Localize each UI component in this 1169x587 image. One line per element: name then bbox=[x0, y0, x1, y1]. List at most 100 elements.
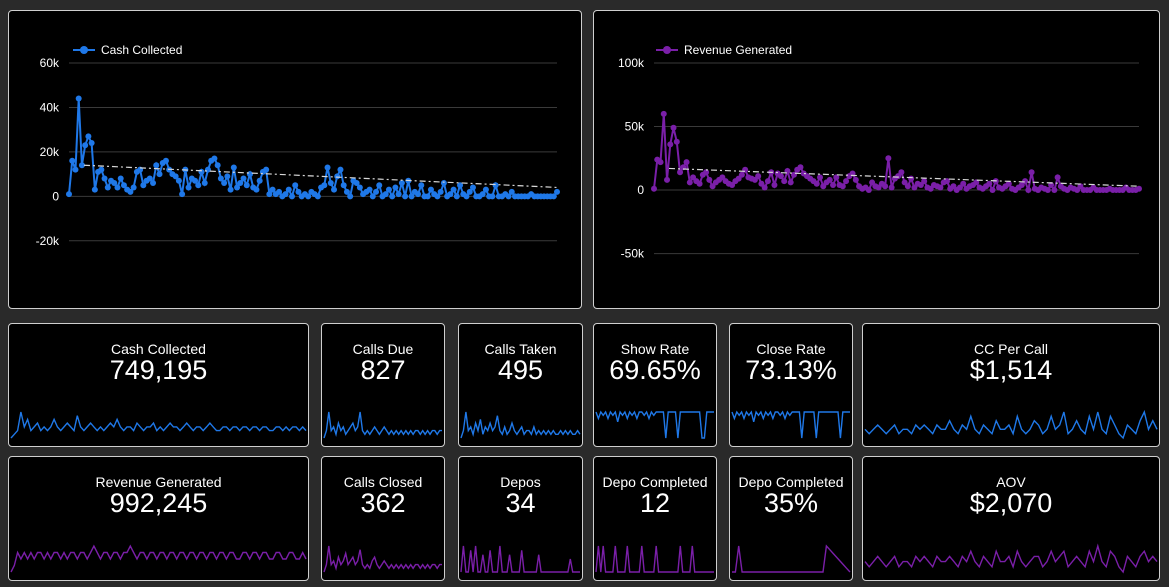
data-point[interactable] bbox=[960, 180, 967, 187]
kpi-card[interactable]: Show Rate 69.65% bbox=[593, 323, 717, 447]
data-point[interactable] bbox=[172, 173, 179, 180]
data-point[interactable] bbox=[185, 184, 192, 191]
data-point[interactable] bbox=[234, 184, 241, 191]
data-point[interactable] bbox=[550, 193, 557, 200]
data-point[interactable] bbox=[402, 193, 409, 200]
data-point[interactable] bbox=[263, 166, 270, 173]
data-point[interactable] bbox=[937, 184, 944, 191]
data-point[interactable] bbox=[839, 183, 846, 190]
data-point[interactable] bbox=[817, 174, 824, 181]
data-point[interactable] bbox=[243, 182, 250, 189]
data-point[interactable] bbox=[140, 182, 147, 189]
data-point[interactable] bbox=[227, 186, 234, 193]
data-point[interactable] bbox=[1051, 187, 1058, 194]
data-point[interactable] bbox=[1028, 169, 1035, 176]
data-point[interactable] bbox=[347, 193, 354, 200]
data-point[interactable] bbox=[85, 133, 92, 140]
data-point[interactable] bbox=[78, 162, 85, 169]
data-point[interactable] bbox=[865, 187, 872, 194]
data-point[interactable] bbox=[337, 166, 344, 173]
data-point[interactable] bbox=[908, 175, 915, 182]
chart-legend[interactable]: Revenue Generated bbox=[656, 43, 792, 57]
data-point[interactable] bbox=[75, 95, 82, 102]
data-point[interactable] bbox=[670, 124, 677, 131]
data-point[interactable] bbox=[427, 186, 434, 193]
data-point[interactable] bbox=[340, 182, 347, 189]
data-point[interactable] bbox=[327, 180, 334, 186]
kpi-card[interactable]: Calls Closed 362 bbox=[321, 456, 445, 581]
data-point[interactable] bbox=[781, 178, 788, 185]
data-point[interactable] bbox=[392, 184, 399, 191]
data-point[interactable] bbox=[282, 191, 289, 198]
data-point[interactable] bbox=[989, 187, 996, 194]
data-point[interactable] bbox=[334, 173, 341, 180]
data-point[interactable] bbox=[356, 184, 363, 191]
data-point[interactable] bbox=[664, 176, 671, 183]
data-point[interactable] bbox=[389, 193, 396, 200]
data-point[interactable] bbox=[797, 164, 804, 171]
data-point[interactable] bbox=[1044, 187, 1051, 194]
data-point[interactable] bbox=[706, 176, 713, 183]
data-point[interactable] bbox=[843, 178, 850, 185]
kpi-card[interactable]: Cash Collected 749,195 bbox=[8, 323, 309, 447]
data-point[interactable] bbox=[230, 164, 237, 171]
data-point[interactable] bbox=[921, 178, 928, 185]
data-point[interactable] bbox=[156, 171, 163, 178]
data-point[interactable] bbox=[204, 166, 211, 173]
data-point[interactable] bbox=[489, 193, 496, 200]
data-point[interactable] bbox=[285, 186, 292, 193]
data-point[interactable] bbox=[885, 155, 892, 162]
data-point[interactable] bbox=[771, 181, 778, 188]
data-point[interactable] bbox=[385, 186, 392, 193]
data-point[interactable] bbox=[111, 180, 118, 186]
kpi-card[interactable]: Revenue Generated 992,245 bbox=[8, 456, 309, 581]
data-point[interactable] bbox=[1136, 185, 1142, 192]
data-point[interactable] bbox=[292, 182, 299, 189]
data-point[interactable] bbox=[398, 180, 405, 186]
data-point[interactable] bbox=[492, 182, 499, 189]
data-point[interactable] bbox=[82, 142, 89, 149]
kpi-card[interactable]: Calls Taken 495 bbox=[458, 323, 583, 447]
data-point[interactable] bbox=[764, 178, 771, 185]
data-point[interactable] bbox=[463, 193, 470, 200]
data-point[interactable] bbox=[376, 182, 383, 189]
data-point[interactable] bbox=[457, 182, 464, 189]
data-point[interactable] bbox=[703, 169, 710, 176]
data-point[interactable] bbox=[651, 185, 657, 192]
data-point[interactable] bbox=[660, 110, 667, 117]
data-point[interactable] bbox=[469, 184, 476, 191]
data-point[interactable] bbox=[366, 186, 373, 193]
data-point[interactable] bbox=[738, 171, 745, 178]
data-point[interactable] bbox=[667, 141, 674, 148]
data-point[interactable] bbox=[482, 186, 489, 193]
data-point[interactable] bbox=[761, 184, 768, 191]
data-point[interactable] bbox=[852, 176, 859, 183]
data-point[interactable] bbox=[424, 193, 431, 200]
data-point[interactable] bbox=[150, 180, 157, 186]
data-point[interactable] bbox=[813, 180, 820, 187]
data-point[interactable] bbox=[253, 186, 260, 193]
data-point[interactable] bbox=[98, 166, 105, 173]
data-point[interactable] bbox=[266, 191, 273, 198]
data-point[interactable] bbox=[508, 188, 515, 195]
data-point[interactable] bbox=[217, 175, 224, 182]
data-point[interactable] bbox=[120, 182, 127, 189]
data-point[interactable] bbox=[224, 173, 231, 180]
data-point[interactable] bbox=[321, 182, 328, 189]
data-point[interactable] bbox=[1022, 178, 1029, 185]
data-point[interactable] bbox=[943, 178, 950, 185]
data-point[interactable] bbox=[117, 175, 124, 182]
data-point[interactable] bbox=[395, 191, 402, 198]
data-point[interactable] bbox=[324, 164, 331, 171]
data-point[interactable] bbox=[214, 162, 221, 169]
data-point[interactable] bbox=[554, 188, 560, 195]
data-point[interactable] bbox=[437, 188, 444, 195]
data-point[interactable] bbox=[826, 176, 833, 183]
data-point[interactable] bbox=[192, 177, 199, 184]
data-point[interactable] bbox=[91, 186, 98, 193]
data-point[interactable] bbox=[343, 188, 350, 195]
data-point[interactable] bbox=[276, 188, 283, 195]
data-point[interactable] bbox=[833, 174, 840, 181]
data-point[interactable] bbox=[479, 191, 486, 198]
data-point[interactable] bbox=[777, 173, 784, 180]
